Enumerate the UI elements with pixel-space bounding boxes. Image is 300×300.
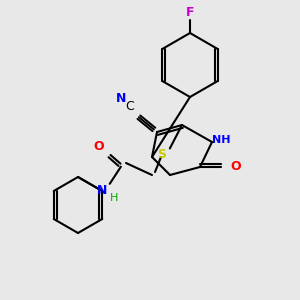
Text: F: F [186, 7, 194, 20]
Text: O: O [94, 140, 104, 152]
Text: H: H [110, 193, 118, 203]
Text: O: O [231, 160, 241, 173]
Text: NH: NH [212, 135, 230, 145]
Text: C: C [126, 100, 134, 113]
Text: N: N [116, 92, 126, 104]
Text: N: N [97, 184, 107, 197]
Text: S: S [158, 148, 166, 161]
